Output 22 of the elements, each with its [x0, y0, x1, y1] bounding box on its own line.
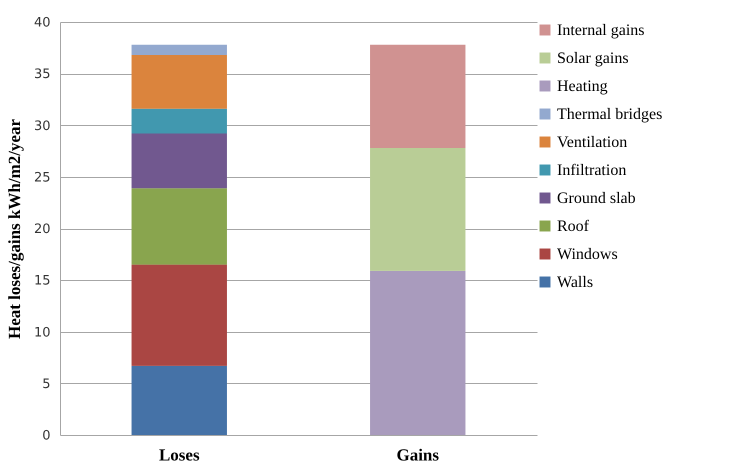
- y-tick-label: 10: [34, 325, 50, 340]
- legend-label: Thermal bridges: [557, 106, 662, 123]
- legend-label: Solar gains: [557, 50, 629, 67]
- y-tick-label: 20: [34, 222, 50, 237]
- y-tick-label: 0: [42, 428, 50, 444]
- legend-label: Roof: [557, 218, 590, 235]
- legend-label: Windows: [557, 246, 618, 263]
- y-tick-label: 15: [34, 274, 50, 289]
- x-tick-label: Loses: [158, 446, 200, 464]
- legend-label: Ground slab: [557, 190, 636, 207]
- legend-label: Heating: [557, 78, 608, 95]
- y-axis-title: Heat loses/gains kWh/m2/year: [4, 118, 24, 340]
- legend-label: Ventilation: [557, 134, 628, 151]
- legend-label: Infiltration: [557, 162, 626, 179]
- legend-label: Internal gains: [557, 22, 645, 39]
- x-tick-label: Gains: [396, 446, 440, 464]
- y-tick-label: 5: [42, 376, 50, 392]
- y-tick-label: 40: [34, 16, 50, 30]
- y-tick-label: 35: [34, 67, 50, 82]
- y-tick-label: 25: [34, 170, 50, 186]
- legend-label: Walls: [557, 274, 594, 291]
- y-tick-label: 30: [34, 118, 50, 134]
